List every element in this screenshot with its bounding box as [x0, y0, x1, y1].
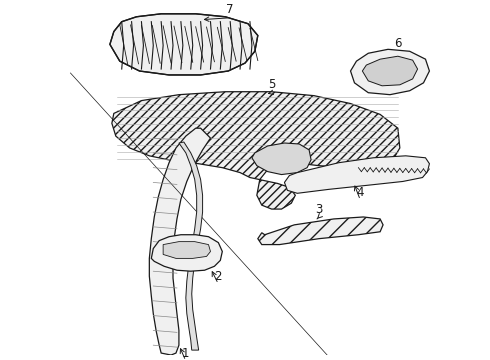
Polygon shape [112, 92, 400, 209]
Polygon shape [163, 242, 211, 258]
Text: 6: 6 [394, 37, 402, 50]
Polygon shape [179, 142, 202, 350]
Polygon shape [110, 14, 258, 75]
Polygon shape [252, 143, 311, 175]
Text: 1: 1 [182, 347, 190, 360]
Text: 7: 7 [226, 3, 234, 16]
Polygon shape [151, 235, 222, 271]
Polygon shape [258, 217, 383, 244]
Text: 2: 2 [215, 270, 222, 283]
Polygon shape [285, 156, 429, 193]
Polygon shape [149, 128, 211, 355]
Polygon shape [363, 56, 417, 86]
Text: 5: 5 [268, 78, 275, 91]
Polygon shape [350, 49, 429, 95]
Text: 4: 4 [357, 186, 364, 199]
Text: 3: 3 [315, 203, 322, 216]
